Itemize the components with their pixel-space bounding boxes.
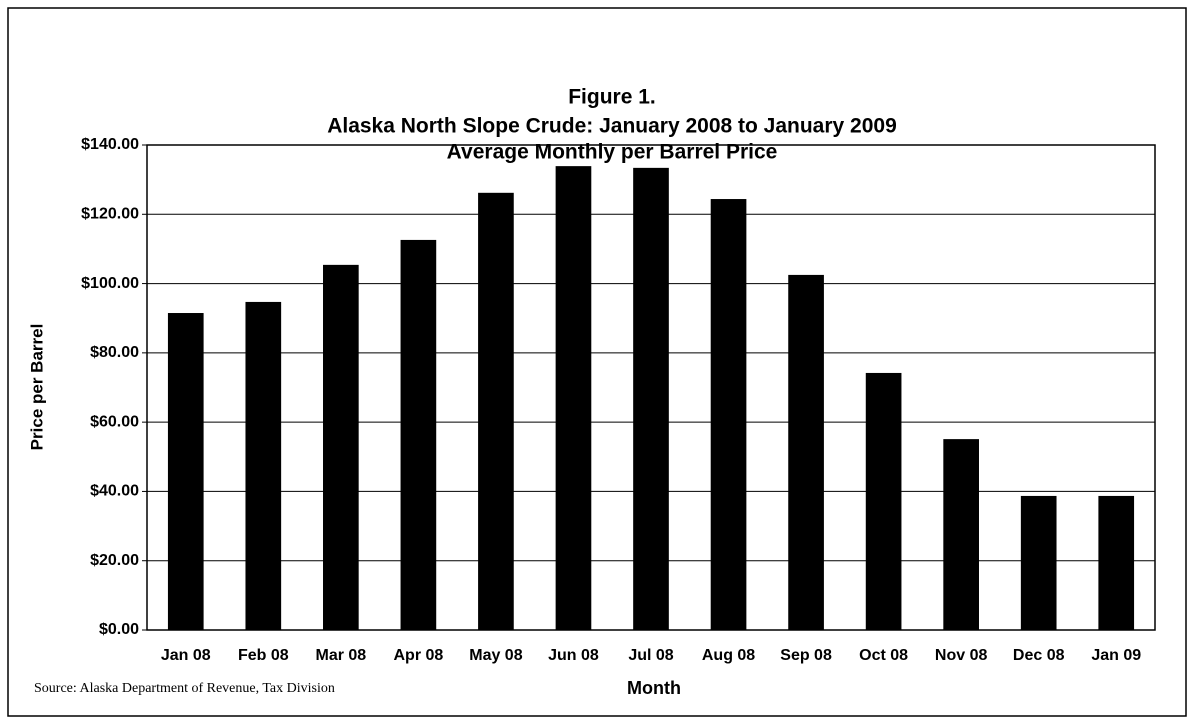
bar <box>710 199 747 631</box>
x-axis-label: Month <box>627 678 681 698</box>
bar <box>1098 495 1135 630</box>
y-tick-label: $140.00 <box>81 136 139 153</box>
source-note: Source: Alaska Department of Revenue, Ta… <box>34 681 335 696</box>
bar <box>167 313 204 630</box>
chart-subtitle: Alaska North Slope Crude: January 2008 t… <box>327 115 897 138</box>
x-tick-label: Dec 08 <box>1013 647 1065 664</box>
x-tick-label: Jul 08 <box>628 647 673 664</box>
x-tick-label: Oct 08 <box>859 647 908 664</box>
chart-subtitle: Average Monthly per Barrel Price <box>447 141 778 164</box>
y-tick-label: $20.00 <box>90 552 139 569</box>
x-tick-label: May 08 <box>469 647 522 664</box>
y-tick-label: $0.00 <box>99 621 139 638</box>
y-axis-label: Price per Barrel <box>27 324 46 451</box>
y-tick-label: $80.00 <box>90 344 139 361</box>
bar <box>633 167 669 630</box>
x-tick-label: Mar 08 <box>315 647 366 664</box>
y-tick-label: $100.00 <box>81 275 139 292</box>
y-tick-label: $120.00 <box>81 206 139 223</box>
x-tick-label: Apr 08 <box>393 647 443 664</box>
bar <box>478 192 514 631</box>
y-tick-label: $60.00 <box>90 413 139 430</box>
x-tick-label: Aug 08 <box>702 647 755 664</box>
bar <box>323 264 359 630</box>
bar <box>865 372 902 630</box>
bar <box>245 301 282 630</box>
x-tick-label: Feb 08 <box>238 647 289 664</box>
frame <box>7 7 1187 717</box>
x-tick-label: Jan 08 <box>161 647 211 664</box>
x-tick-label: Jun 08 <box>548 647 599 664</box>
bar <box>555 166 592 630</box>
chart-title: Figure 1. <box>568 86 656 109</box>
y-tick-label: $40.00 <box>90 483 139 500</box>
bar <box>943 439 979 630</box>
bar <box>788 274 824 630</box>
x-tick-label: Jan 09 <box>1091 647 1141 664</box>
bar <box>1020 495 1057 630</box>
bar <box>400 239 437 630</box>
x-tick-label: Nov 08 <box>935 647 988 664</box>
x-tick-label: Sep 08 <box>780 647 832 664</box>
